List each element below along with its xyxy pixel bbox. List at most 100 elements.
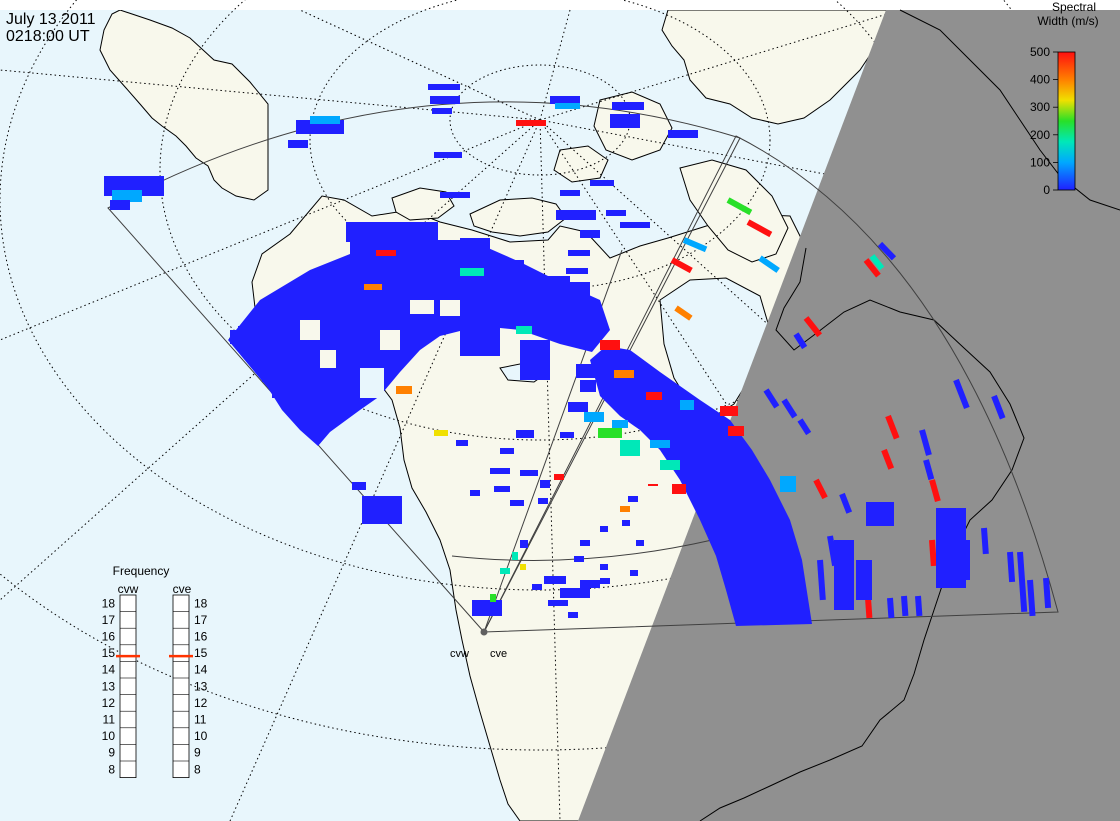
echo-cell [600, 564, 608, 570]
land-victoria-island [469, 197, 567, 237]
echo-cell [440, 300, 460, 316]
echo-cell [780, 476, 796, 492]
echo-cell [660, 500, 676, 520]
echo-cell [364, 284, 382, 290]
echo-cell [538, 498, 548, 504]
frequency-level-label: 15 [102, 646, 116, 660]
echo-cell [566, 268, 588, 274]
radar-name-cvw: cvw [118, 582, 139, 596]
echo-cell [556, 210, 596, 220]
radar-name-cve: cve [173, 582, 192, 596]
time-label: 0218:00 UT [6, 28, 90, 45]
frequency-level-label: 15 [194, 646, 208, 660]
echo-cell [460, 238, 490, 258]
land-devon [553, 145, 609, 183]
frequency-level-label: 17 [194, 613, 208, 627]
land-banks-island [391, 187, 455, 221]
date-label: July 13 2011 [6, 11, 96, 28]
echo-cell [885, 414, 900, 440]
echo-cell [590, 180, 614, 186]
legend-tick-label: 500 [1030, 45, 1050, 59]
echo-cell [628, 496, 638, 502]
echo-cell [1007, 551, 1016, 583]
echo-cell [554, 474, 564, 480]
echo-cell [456, 440, 468, 446]
echo-cell [532, 584, 542, 590]
frequency-level-label: 11 [194, 713, 207, 727]
night-terminator [578, 10, 1120, 821]
echo-cell [568, 250, 590, 256]
frequency-level-label: 13 [102, 679, 116, 693]
echo-cell [598, 428, 622, 438]
echo-cell [869, 254, 885, 271]
echo-cell [758, 255, 780, 273]
echo-cell [512, 552, 518, 560]
frequency-level-label: 11 [103, 713, 116, 727]
legend-tick-label: 400 [1030, 73, 1050, 87]
echo-cell [516, 120, 546, 126]
echo-cell [346, 222, 438, 242]
echo-cell [434, 430, 448, 436]
echo-cell [434, 152, 462, 158]
echo-cell [560, 432, 574, 438]
land-greenland [661, 10, 901, 125]
echo-cell [112, 190, 142, 202]
echo-cell [544, 576, 566, 584]
echo-cell [919, 429, 932, 456]
frequency-level-label: 14 [102, 663, 116, 677]
echo-cell [228, 240, 610, 446]
echo-cell [670, 257, 693, 274]
echo-cell [929, 479, 941, 503]
echo-cell [834, 540, 854, 610]
echo-cell [881, 448, 895, 470]
echo-cell [440, 192, 470, 198]
echo-cell [1043, 577, 1052, 609]
echo-cell [630, 570, 638, 576]
echo-cell [396, 386, 412, 394]
echo-cell [600, 526, 608, 532]
echo-cell [668, 130, 698, 138]
echo-cell [901, 595, 909, 617]
echo-cell [574, 556, 584, 562]
echo-cell [560, 190, 580, 196]
echo-cell [622, 520, 630, 526]
echo-cell [610, 114, 640, 128]
echo-cell [520, 540, 528, 548]
echo-cell [606, 210, 626, 216]
echo-cell [763, 388, 780, 409]
echo-cell [238, 326, 248, 332]
legend-title-line1: Spectral [1052, 0, 1096, 14]
echo-cell [682, 237, 708, 253]
echo-cell [636, 540, 644, 546]
echo-cell [620, 440, 640, 456]
frequency-scale-box [119, 594, 137, 779]
echo-cell [560, 300, 600, 340]
radar-echoes [104, 84, 1052, 626]
echo-cell [580, 540, 590, 546]
frequency-title: Frequency [113, 564, 170, 578]
echo-cell [262, 374, 274, 382]
echo-cell [580, 230, 600, 238]
legend-tick-label: 200 [1030, 128, 1050, 142]
echo-cell [460, 320, 500, 356]
echo-cell [612, 420, 628, 428]
legend-tick-label: 0 [1043, 183, 1050, 197]
frequency-scale-box [172, 594, 190, 779]
echo-cell [793, 332, 808, 350]
echo-cell [1027, 579, 1036, 617]
echo-cell [410, 300, 434, 314]
echo-cell [555, 103, 580, 109]
echo-cell [516, 430, 534, 438]
echo-cell [680, 400, 694, 410]
echo-cell [600, 340, 620, 350]
echo-cell [510, 500, 524, 506]
echo-cell [584, 412, 604, 422]
echo-cell [866, 502, 894, 526]
station-label-cvw: cvw [450, 648, 469, 660]
echo-cell [472, 600, 502, 616]
echo-cell [817, 559, 826, 601]
frequency-level-label: 9 [194, 746, 201, 760]
echo-cell [272, 392, 282, 398]
echo-cell [923, 459, 935, 481]
